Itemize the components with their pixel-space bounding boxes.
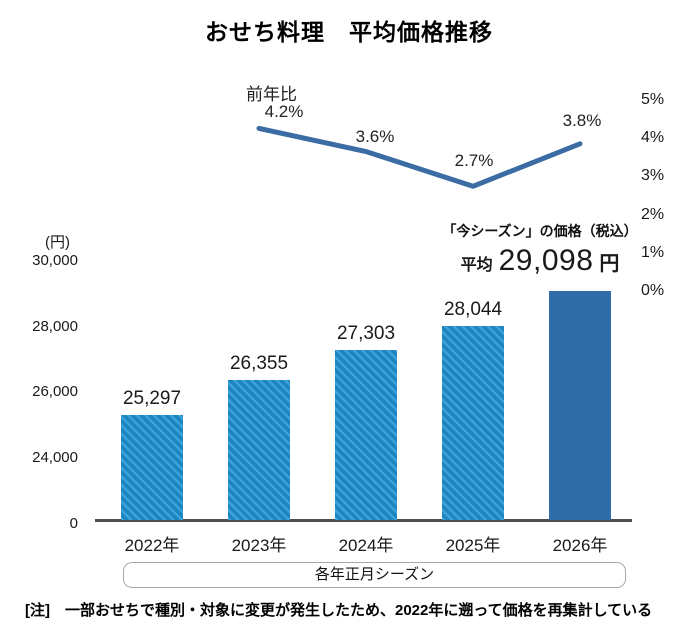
x-axis-label: 2022年	[124, 536, 180, 555]
x-axis-label: 2024年	[338, 536, 394, 555]
price-bar	[442, 325, 504, 520]
price-bar	[549, 291, 611, 520]
left-axis-tick: 26,000	[32, 383, 78, 401]
left-axis-tick: 24,000	[32, 449, 78, 467]
yoy-data-label: 4.2%	[264, 102, 304, 122]
x-axis-caption-box: 各年正月シーズン	[123, 562, 626, 588]
yoy-data-label: 3.8%	[562, 110, 602, 130]
price-bar	[335, 349, 397, 520]
annotation-suffix: 円	[599, 253, 620, 275]
yoy-data-label: 3.6%	[355, 126, 395, 146]
bar-value-label: 26,355	[229, 353, 289, 375]
price-bar	[121, 414, 183, 520]
right-axis-tick: 3%	[641, 167, 665, 185]
yoy-data-label: 2.7%	[454, 151, 494, 171]
x-axis-label: 2026年	[552, 536, 608, 555]
annotation-price-line: 平均 29,098 円	[413, 244, 667, 278]
left-axis-unit-label: (円)	[45, 234, 70, 251]
right-axis-tick: 1%	[641, 243, 665, 261]
x-axis-line	[95, 519, 632, 522]
annotation-prefix: 平均	[460, 257, 493, 274]
yoy-series-label: 前年比	[246, 85, 297, 104]
left-axis-tick: 0	[69, 514, 78, 532]
footnote: [注] 一部おせちで種別・対象に変更が発生したため、2022年に遡って価格を再集…	[25, 602, 653, 619]
bar-value-label: 28,044	[443, 298, 503, 320]
right-axis-tick: 4%	[641, 129, 665, 147]
bar-value-label: 25,297	[122, 387, 182, 409]
bar-value-label: 27,303	[336, 322, 396, 344]
right-axis-tick: 5%	[641, 91, 665, 108]
x-axis-label: 2023年	[231, 536, 287, 555]
x-axis-label: 2025年	[445, 536, 501, 555]
left-axis-tick: 30,000	[32, 252, 78, 269]
right-axis-tick: 0%	[641, 282, 665, 299]
current-season-price-annotation: 「今シーズン」の価格（税込） 平均 29,098 円	[413, 221, 667, 278]
annotation-caption: 「今シーズン」の価格（税込）	[442, 223, 638, 239]
right-axis-tick: 2%	[641, 205, 665, 223]
annotation-price-value: 29,098	[498, 244, 594, 277]
price-bar	[228, 380, 290, 520]
chart-title: おせち料理 平均価格推移	[205, 19, 493, 45]
left-axis-tick: 28,000	[32, 317, 78, 335]
